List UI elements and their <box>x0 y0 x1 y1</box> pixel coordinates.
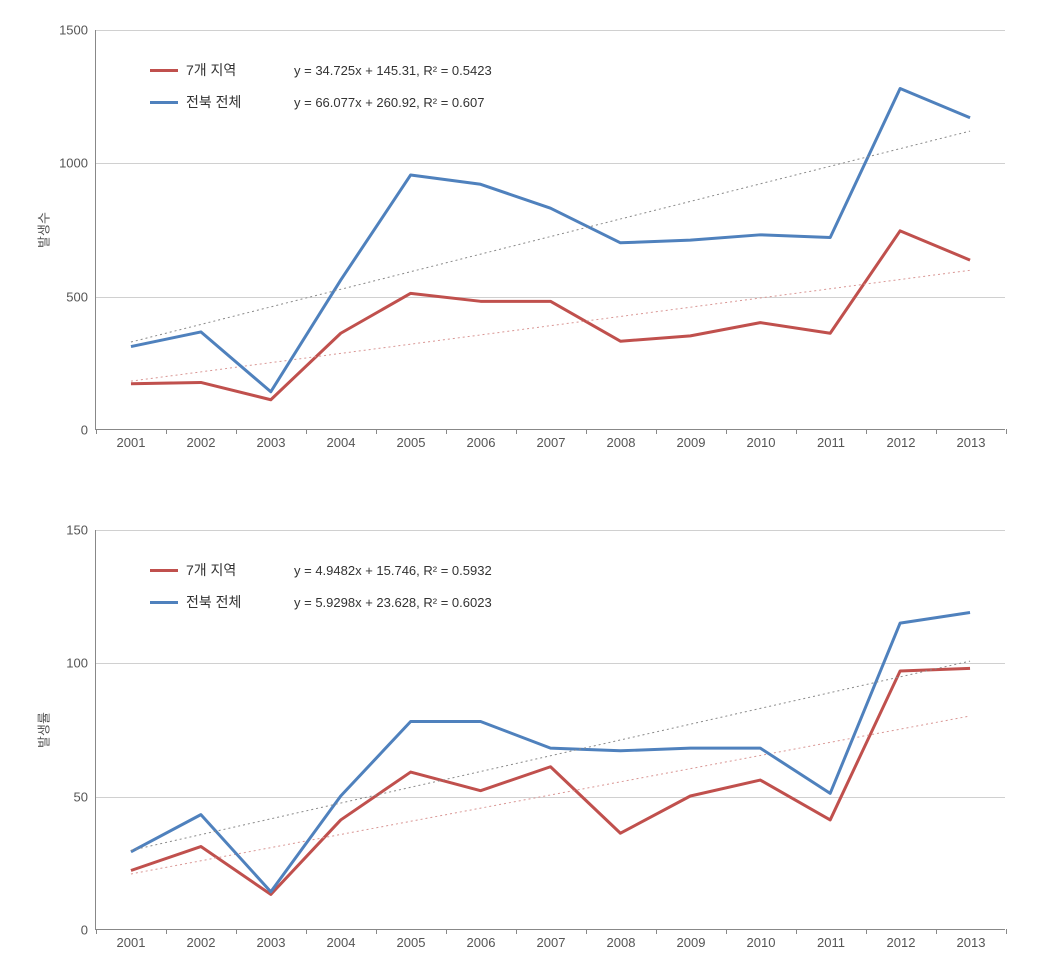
x-tick-mark <box>726 429 727 434</box>
y-axis-label: 발생률 <box>33 712 52 748</box>
trend-equation: y = 5.9298x + 23.628, R² = 0.6023 <box>294 595 492 610</box>
y-tick-label: 500 <box>66 289 96 304</box>
x-tick-mark <box>306 429 307 434</box>
trend-equation: y = 66.077x + 260.92, R² = 0.607 <box>294 95 484 110</box>
x-tick-mark <box>586 429 587 434</box>
x-tick-label: 2004 <box>327 929 356 950</box>
x-tick-label: 2007 <box>537 429 566 450</box>
x-tick-label: 2009 <box>677 929 706 950</box>
x-tick-mark <box>446 429 447 434</box>
y-tick-label: 1500 <box>59 23 96 38</box>
y-tick-label: 1000 <box>59 156 96 171</box>
x-tick-label: 2003 <box>257 429 286 450</box>
series-line <box>131 89 970 392</box>
x-tick-label: 2010 <box>747 929 776 950</box>
x-tick-label: 2002 <box>187 429 216 450</box>
legend-item: 전북 전체 y = 66.077x + 260.92, R² = 0.607 <box>150 92 492 112</box>
x-tick-mark <box>936 429 937 434</box>
x-tick-mark <box>516 929 517 934</box>
x-tick-label: 2006 <box>467 929 496 950</box>
x-tick-mark <box>656 929 657 934</box>
x-tick-mark <box>656 429 657 434</box>
x-tick-label: 2007 <box>537 929 566 950</box>
y-tick-label: 0 <box>81 923 96 938</box>
y-tick-label: 0 <box>81 423 96 438</box>
x-tick-label: 2005 <box>397 929 426 950</box>
trend-equation: y = 34.725x + 145.31, R² = 0.5423 <box>294 63 492 78</box>
legend-item: 전북 전체 y = 5.9298x + 23.628, R² = 0.6023 <box>150 592 492 612</box>
x-tick-label: 2003 <box>257 929 286 950</box>
x-tick-label: 2013 <box>957 929 986 950</box>
trend-equation: y = 4.9482x + 15.746, R² = 0.5932 <box>294 563 492 578</box>
series-line <box>131 231 970 400</box>
x-tick-mark <box>516 429 517 434</box>
x-tick-label: 2011 <box>817 929 845 950</box>
legend-swatch <box>150 69 178 72</box>
legend: 7개 지역 y = 34.725x + 145.31, R² = 0.5423 전북… <box>150 60 492 112</box>
chart2: 발생률 0 50 100 150 2001 2002 2003 2004 2005 2006 2007… <box>0 500 1043 960</box>
x-tick-mark <box>376 429 377 434</box>
spacer <box>0 460 1043 500</box>
y-tick-label: 150 <box>66 523 96 538</box>
legend-swatch <box>150 569 178 572</box>
legend-swatch <box>150 601 178 604</box>
x-tick-mark <box>796 429 797 434</box>
x-tick-mark <box>1006 929 1007 934</box>
x-tick-mark <box>166 929 167 934</box>
y-tick-label: 50 <box>74 789 96 804</box>
x-tick-label: 2005 <box>397 429 426 450</box>
y-tick-label: 100 <box>66 656 96 671</box>
series-line <box>131 612 970 891</box>
x-tick-mark <box>866 429 867 434</box>
legend-label: 7개 지역 <box>186 560 256 580</box>
x-tick-mark <box>236 929 237 934</box>
x-tick-label: 2001 <box>117 429 146 450</box>
x-tick-label: 2004 <box>327 429 356 450</box>
x-tick-mark <box>1006 429 1007 434</box>
x-tick-mark <box>96 929 97 934</box>
x-tick-mark <box>726 929 727 934</box>
x-tick-label: 2012 <box>887 429 916 450</box>
chart1: 발생수 0 500 1000 1500 2001 2002 2003 2004 2005 2006 2… <box>0 0 1043 460</box>
legend-label: 전북 전체 <box>186 92 256 112</box>
x-tick-label: 2012 <box>887 929 916 950</box>
x-tick-label: 2011 <box>817 429 845 450</box>
x-tick-mark <box>866 929 867 934</box>
y-axis-label: 발생수 <box>33 212 52 248</box>
x-tick-mark <box>376 929 377 934</box>
x-tick-mark <box>306 929 307 934</box>
x-tick-mark <box>796 929 797 934</box>
x-tick-mark <box>236 429 237 434</box>
x-tick-mark <box>936 929 937 934</box>
x-tick-label: 2002 <box>187 929 216 950</box>
x-tick-label: 2008 <box>607 929 636 950</box>
x-tick-label: 2008 <box>607 429 636 450</box>
legend-item: 7개 지역 y = 34.725x + 145.31, R² = 0.5423 <box>150 60 492 80</box>
legend-swatch <box>150 101 178 104</box>
trend-line <box>131 270 970 381</box>
x-tick-mark <box>446 929 447 934</box>
x-tick-mark <box>166 429 167 434</box>
legend-label: 전북 전체 <box>186 592 256 612</box>
x-tick-label: 2006 <box>467 429 496 450</box>
x-tick-label: 2009 <box>677 429 706 450</box>
trend-line <box>131 716 970 874</box>
legend-label: 7개 지역 <box>186 60 256 80</box>
legend-item: 7개 지역 y = 4.9482x + 15.746, R² = 0.5932 <box>150 560 492 580</box>
x-tick-mark <box>586 929 587 934</box>
x-tick-label: 2013 <box>957 429 986 450</box>
x-tick-label: 2001 <box>117 929 146 950</box>
legend: 7개 지역 y = 4.9482x + 15.746, R² = 0.5932 전북… <box>150 560 492 612</box>
chart-container: 발생수0500100015002001200220032004200520062… <box>0 0 1043 960</box>
x-tick-label: 2010 <box>747 429 776 450</box>
x-tick-mark <box>96 429 97 434</box>
series-line <box>131 668 970 894</box>
